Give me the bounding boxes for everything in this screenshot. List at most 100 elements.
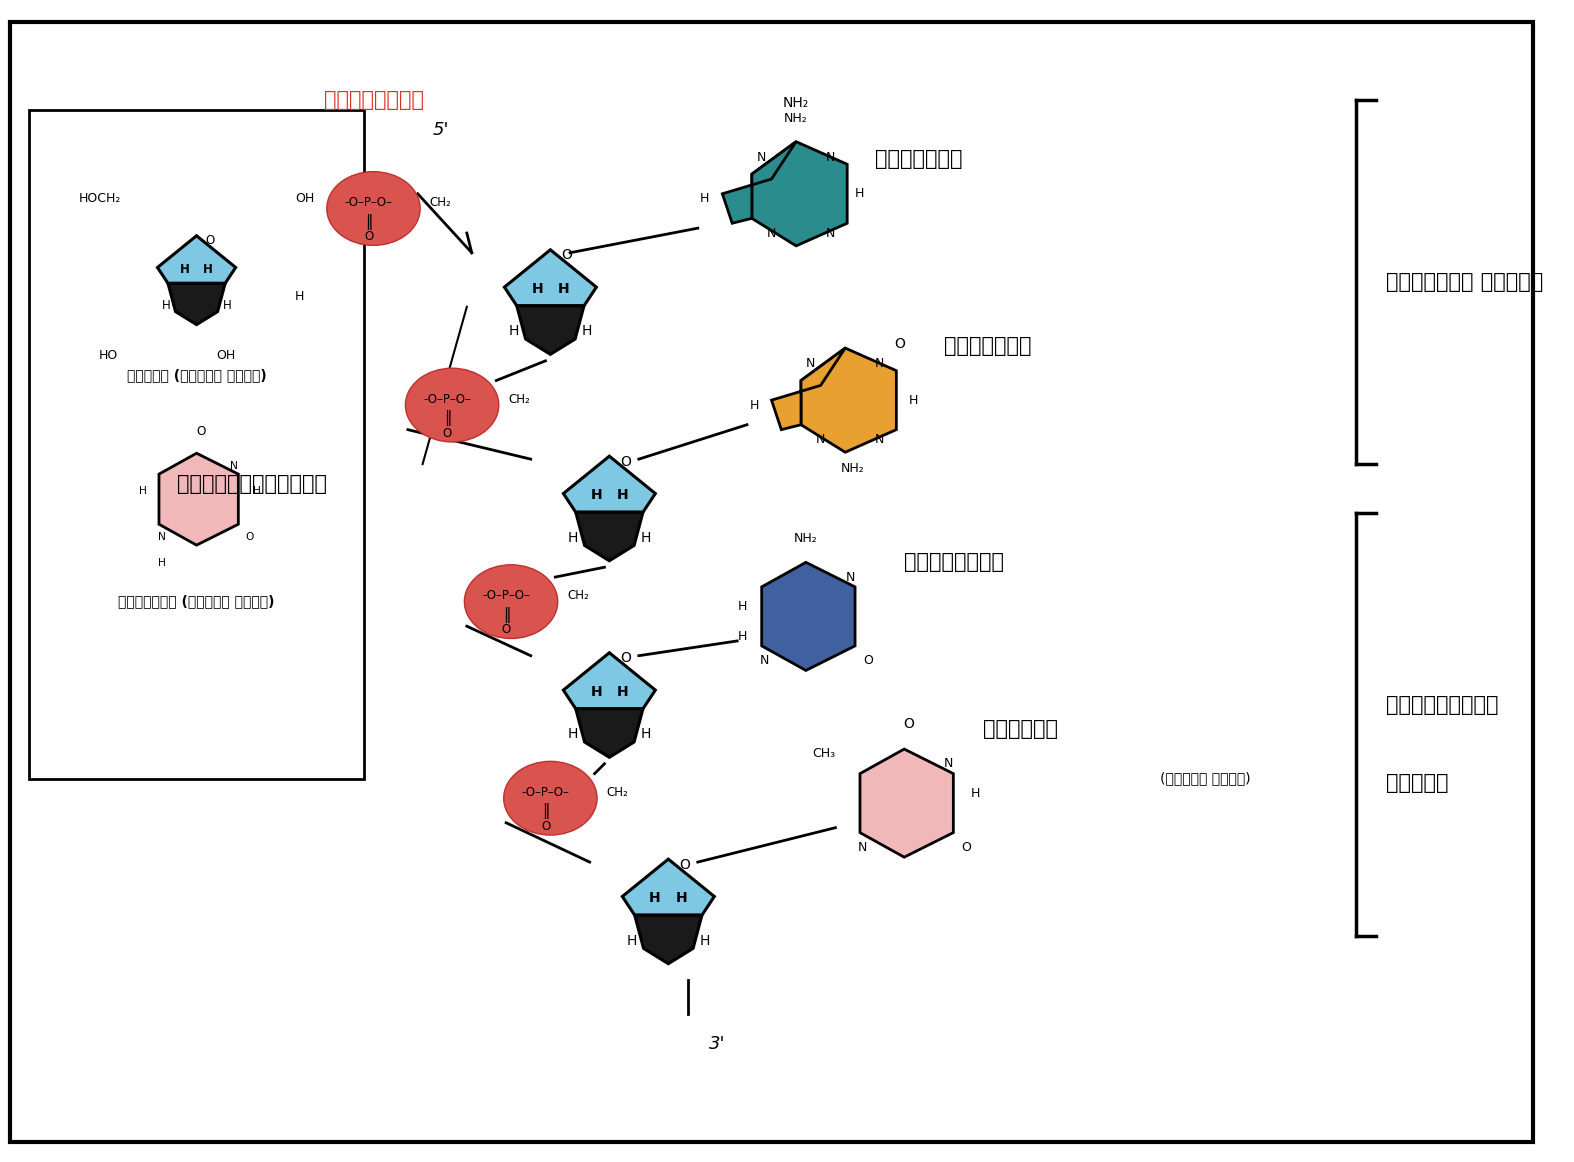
Text: O: O bbox=[560, 249, 571, 263]
Text: -O–P–O–: -O–P–O– bbox=[521, 786, 570, 798]
Polygon shape bbox=[168, 284, 225, 324]
Polygon shape bbox=[157, 236, 236, 284]
Text: H: H bbox=[532, 282, 543, 296]
Text: N: N bbox=[845, 571, 855, 583]
Text: H: H bbox=[557, 282, 570, 296]
Text: O: O bbox=[863, 654, 874, 667]
Text: -O–P–O–: -O–P–O– bbox=[483, 589, 530, 602]
Text: N: N bbox=[757, 151, 767, 164]
Text: ग्वानीन: ग्वानीन bbox=[943, 336, 1031, 356]
Polygon shape bbox=[722, 142, 796, 223]
Text: O: O bbox=[206, 234, 214, 248]
Text: O: O bbox=[620, 454, 631, 468]
Text: O: O bbox=[246, 532, 253, 541]
Text: -O–P–O–: -O–P–O– bbox=[423, 393, 471, 406]
Text: H: H bbox=[971, 787, 981, 799]
Ellipse shape bbox=[504, 761, 597, 835]
Polygon shape bbox=[563, 653, 655, 709]
Text: थायमीन: थायमीन bbox=[982, 719, 1058, 739]
Text: 3': 3' bbox=[710, 1035, 726, 1053]
Text: N: N bbox=[826, 151, 836, 164]
Text: H: H bbox=[568, 531, 578, 545]
Text: H: H bbox=[699, 934, 710, 948]
Polygon shape bbox=[762, 562, 855, 670]
Text: ‖: ‖ bbox=[444, 410, 452, 426]
Text: H: H bbox=[581, 324, 592, 338]
Text: H: H bbox=[738, 600, 748, 614]
Text: H: H bbox=[590, 684, 601, 700]
Text: O: O bbox=[197, 425, 206, 438]
Text: O: O bbox=[364, 230, 373, 243]
Polygon shape bbox=[801, 349, 896, 452]
Text: N: N bbox=[944, 758, 954, 770]
Text: O: O bbox=[541, 819, 551, 833]
Polygon shape bbox=[563, 457, 655, 512]
Text: H: H bbox=[910, 394, 919, 407]
Text: पिरिमिडिन: पिरिमिडिन bbox=[1385, 695, 1498, 715]
Text: N: N bbox=[760, 654, 770, 667]
Text: ‖: ‖ bbox=[502, 607, 510, 623]
Text: ‖: ‖ bbox=[365, 214, 373, 230]
Polygon shape bbox=[516, 306, 584, 354]
Text: H: H bbox=[568, 727, 578, 741]
Text: H: H bbox=[648, 891, 661, 905]
Text: H: H bbox=[139, 486, 146, 496]
Text: डीओक्सिरिबोज: डीओक्सिरिबोज bbox=[176, 474, 327, 494]
Text: H: H bbox=[641, 727, 650, 741]
Text: H: H bbox=[855, 187, 864, 200]
Ellipse shape bbox=[327, 172, 420, 245]
Text: N: N bbox=[826, 227, 836, 239]
Text: N: N bbox=[875, 357, 885, 371]
Polygon shape bbox=[634, 916, 702, 963]
Text: H: H bbox=[749, 399, 759, 411]
Text: 5': 5' bbox=[433, 121, 449, 139]
Text: OH: OH bbox=[294, 192, 315, 206]
Text: NH₂: NH₂ bbox=[841, 462, 866, 475]
Text: CH₃: CH₃ bbox=[812, 747, 836, 760]
Text: CH₂: CH₂ bbox=[606, 786, 628, 798]
Text: प्युरिन आधारक: प्युरिन आधारक bbox=[1385, 272, 1543, 292]
Text: H: H bbox=[641, 531, 650, 545]
Text: H: H bbox=[617, 488, 628, 502]
Text: O: O bbox=[620, 652, 631, 666]
Text: N: N bbox=[806, 357, 815, 371]
Text: H: H bbox=[617, 684, 628, 700]
Text: HOCH₂: HOCH₂ bbox=[79, 192, 121, 206]
Text: ‖: ‖ bbox=[541, 803, 549, 819]
Text: H: H bbox=[253, 486, 261, 496]
Text: N: N bbox=[815, 433, 825, 446]
Text: H: H bbox=[203, 263, 212, 275]
Polygon shape bbox=[752, 142, 847, 246]
Polygon shape bbox=[771, 349, 845, 430]
Bar bbox=[30, 110, 364, 779]
Text: (डीएनए मधील): (डीएनए मधील) bbox=[1160, 772, 1250, 786]
Text: सायटोसीन: सायटोसीन bbox=[903, 552, 1004, 573]
Text: HO: HO bbox=[99, 350, 118, 363]
Text: आधारक: आधारक bbox=[1385, 774, 1448, 794]
Text: NH₂: NH₂ bbox=[793, 532, 818, 545]
Polygon shape bbox=[622, 859, 715, 916]
Text: H: H bbox=[294, 290, 304, 303]
Text: CH₂: CH₂ bbox=[508, 393, 530, 406]
Text: -O–P–O–: -O–P–O– bbox=[345, 196, 394, 209]
Text: H: H bbox=[626, 934, 637, 948]
Text: OH: OH bbox=[216, 350, 236, 363]
Text: CH₂: CH₂ bbox=[430, 196, 452, 209]
Ellipse shape bbox=[464, 565, 557, 638]
Text: H: H bbox=[590, 488, 601, 502]
Text: युरँसील (आरएनए मधील): युरँसील (आरएनए मधील) bbox=[118, 595, 275, 609]
Text: H: H bbox=[162, 299, 170, 311]
Text: H: H bbox=[738, 630, 748, 643]
Text: N: N bbox=[157, 532, 165, 541]
Text: O: O bbox=[903, 717, 914, 731]
Ellipse shape bbox=[406, 368, 499, 442]
Text: NH₂: NH₂ bbox=[782, 96, 809, 110]
Text: N: N bbox=[858, 841, 867, 854]
Text: H: H bbox=[181, 263, 190, 275]
Text: O: O bbox=[962, 841, 971, 854]
Polygon shape bbox=[576, 709, 642, 758]
Polygon shape bbox=[576, 512, 642, 561]
Text: अँडेनीन: अँडेनीन bbox=[875, 150, 962, 170]
Polygon shape bbox=[504, 250, 597, 306]
Text: O: O bbox=[502, 623, 512, 636]
